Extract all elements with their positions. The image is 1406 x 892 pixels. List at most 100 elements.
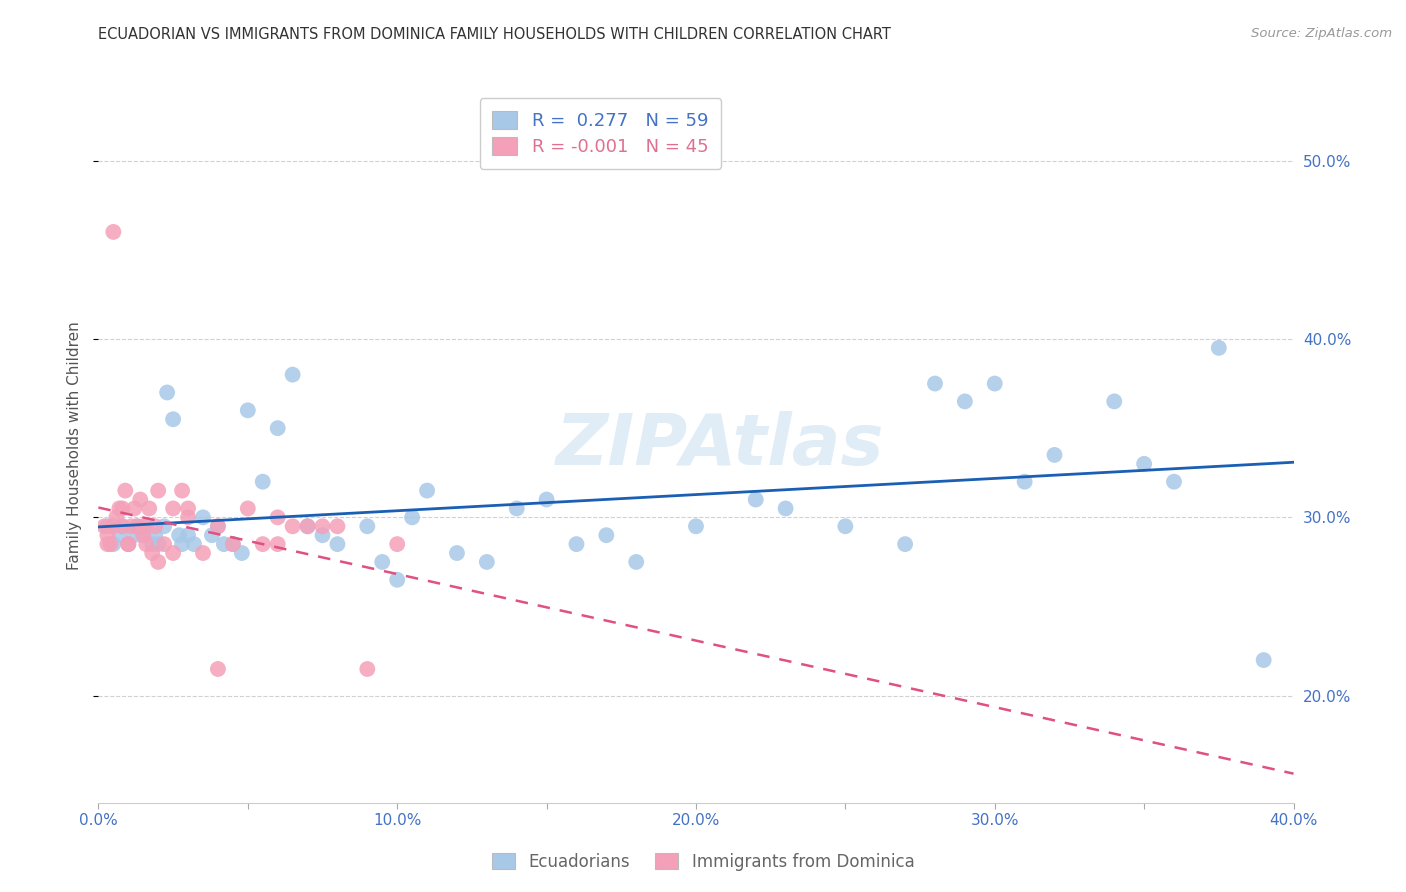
Point <box>626 555 648 569</box>
Point <box>506 501 529 516</box>
Point <box>231 546 253 560</box>
Point <box>111 519 134 533</box>
Point <box>103 537 125 551</box>
Point <box>105 510 128 524</box>
Point <box>127 519 149 533</box>
Point <box>326 519 349 533</box>
Text: Source: ZipAtlas.com: Source: ZipAtlas.com <box>1251 27 1392 40</box>
Point <box>96 528 118 542</box>
Point <box>1014 475 1036 489</box>
Point <box>129 492 152 507</box>
Text: ECUADORIAN VS IMMIGRANTS FROM DOMINICA FAMILY HOUSEHOLDS WITH CHILDREN CORRELATI: ECUADORIAN VS IMMIGRANTS FROM DOMINICA F… <box>98 27 891 42</box>
Point <box>162 501 184 516</box>
Point <box>177 528 200 542</box>
Point <box>236 501 259 516</box>
Point <box>132 528 155 542</box>
Point <box>1208 341 1230 355</box>
Point <box>143 519 166 533</box>
Point <box>183 537 205 551</box>
Point <box>536 492 558 507</box>
Point <box>132 528 155 542</box>
Point <box>1253 653 1275 667</box>
Point <box>93 519 115 533</box>
Point <box>153 537 176 551</box>
Point <box>132 519 155 533</box>
Point <box>311 519 333 533</box>
Point <box>252 475 274 489</box>
Point <box>401 510 423 524</box>
Point <box>138 501 160 516</box>
Point <box>475 555 498 569</box>
Point <box>143 528 166 542</box>
Point <box>252 537 274 551</box>
Legend: Ecuadorians, Immigrants from Dominica: Ecuadorians, Immigrants from Dominica <box>484 845 922 880</box>
Point <box>385 573 409 587</box>
Point <box>371 555 394 569</box>
Point <box>162 412 184 426</box>
Point <box>745 492 768 507</box>
Point <box>775 501 797 516</box>
Point <box>311 528 333 542</box>
Point <box>446 546 468 560</box>
Point <box>103 225 125 239</box>
Point <box>135 537 157 551</box>
Point <box>117 537 139 551</box>
Point <box>148 555 170 569</box>
Point <box>120 519 142 533</box>
Point <box>207 519 229 533</box>
Point <box>117 537 139 551</box>
Point <box>172 483 194 498</box>
Point <box>141 546 163 560</box>
Point <box>103 519 125 533</box>
Point <box>177 510 200 524</box>
Point <box>156 385 179 400</box>
Point <box>222 537 245 551</box>
Point <box>96 537 118 551</box>
Point <box>114 483 136 498</box>
Point <box>222 537 245 551</box>
Point <box>201 528 224 542</box>
Point <box>924 376 946 391</box>
Point <box>172 537 194 551</box>
Point <box>565 537 588 551</box>
Point <box>127 519 149 533</box>
Point <box>267 537 290 551</box>
Point <box>117 537 139 551</box>
Point <box>100 537 122 551</box>
Point <box>385 537 409 551</box>
Point <box>167 528 190 542</box>
Point <box>135 519 157 533</box>
Point <box>108 528 131 542</box>
Point <box>326 537 349 551</box>
Point <box>1043 448 1066 462</box>
Point <box>1133 457 1156 471</box>
Legend: R =  0.277   N = 59, R = -0.001   N = 45: R = 0.277 N = 59, R = -0.001 N = 45 <box>479 98 721 169</box>
Point <box>595 528 617 542</box>
Point <box>834 519 856 533</box>
Y-axis label: Family Households with Children: Family Households with Children <box>67 322 83 570</box>
Point <box>177 501 200 516</box>
Point <box>953 394 976 409</box>
Point <box>96 519 118 533</box>
Point <box>281 368 304 382</box>
Point <box>191 510 214 524</box>
Point <box>207 662 229 676</box>
Point <box>108 501 131 516</box>
Point <box>984 376 1007 391</box>
Point <box>1104 394 1126 409</box>
Point <box>124 528 146 542</box>
Point <box>153 519 176 533</box>
Point <box>207 519 229 533</box>
Point <box>685 519 707 533</box>
Point <box>111 519 134 533</box>
Point <box>191 546 214 560</box>
Point <box>1163 475 1185 489</box>
Point <box>124 501 146 516</box>
Point <box>267 421 290 435</box>
Point <box>148 537 170 551</box>
Point <box>894 537 917 551</box>
Point <box>416 483 439 498</box>
Point <box>297 519 319 533</box>
Point <box>162 546 184 560</box>
Point <box>212 537 235 551</box>
